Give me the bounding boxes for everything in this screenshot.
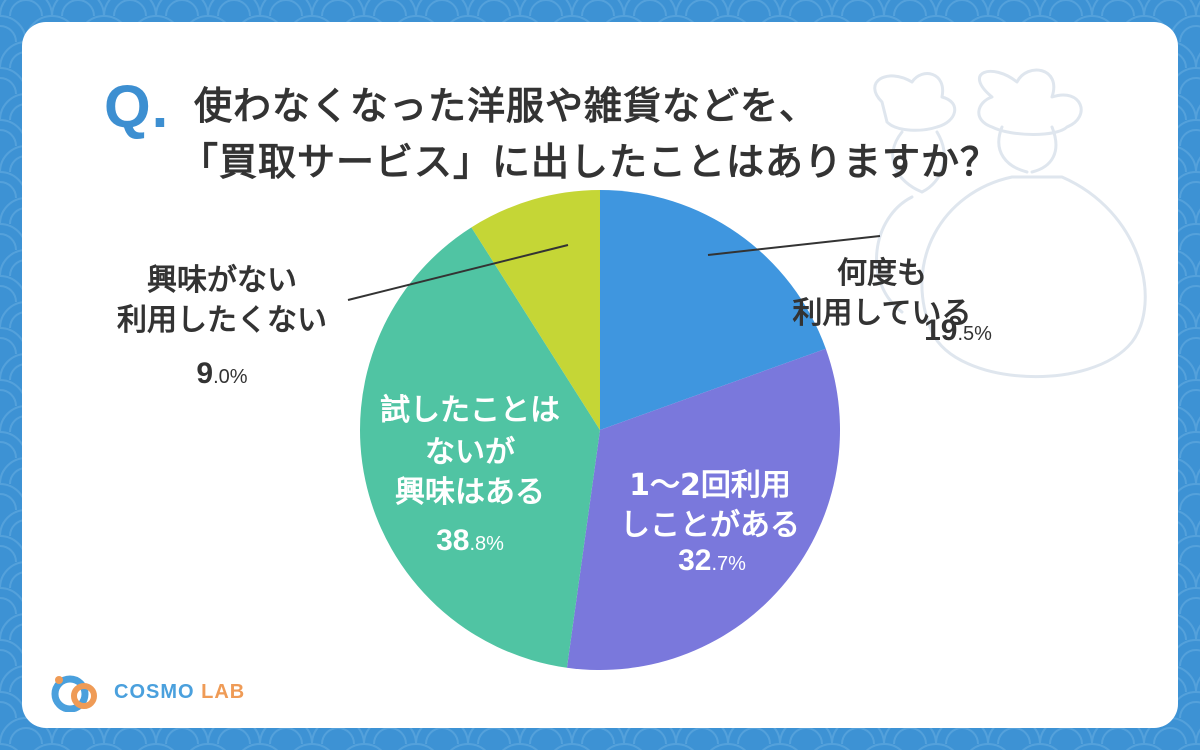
slice-4-label-line-2: 利用したくない xyxy=(117,303,327,338)
logo-brand-text: COSMO xyxy=(114,680,195,703)
slice-1-label-line-2: 利用している xyxy=(792,296,971,331)
slice-1-leader-line xyxy=(707,235,881,256)
slice-3-value-label: 38.8% xyxy=(436,524,504,557)
question-line-1: 使わなくなった洋服や雑貨などを、 xyxy=(194,84,819,128)
pie-slice-1 xyxy=(600,190,826,430)
pie-slice-2 xyxy=(566,348,841,670)
slice-4-value-label: 9.0% xyxy=(196,357,247,390)
cosmo-lab-logo: COSMO LAB xyxy=(50,672,245,712)
slice-1-label-line-1: 何度も xyxy=(837,256,927,291)
pie-slice-3 xyxy=(360,227,600,668)
logo-suffix-text: LAB xyxy=(201,680,246,703)
question-mark-q: Q. xyxy=(104,73,170,140)
slice-1-value-label: 19.5% xyxy=(924,314,992,347)
slice-2-label-line-2: しことがある xyxy=(620,508,800,543)
logo-wordmark: COSMO LAB xyxy=(114,681,245,704)
slice-2-label-line-1: 1〜2回利用 xyxy=(629,468,791,503)
slice-4-label-line-1: 興味がない xyxy=(147,263,297,298)
slice-3-label-line-1: 試したことは xyxy=(380,393,560,428)
question-line-2: 「買取サービス」に出したことはありますか？ xyxy=(180,140,1000,184)
question-text: 使わなくなった洋服や雑貨などを、 「買取サービス」に出したことはありますか？ xyxy=(180,78,999,190)
slice-3-label-line-2: ないが xyxy=(425,435,515,470)
slice-4-leader-line xyxy=(347,244,569,301)
cosmo-lab-logo-icon xyxy=(51,675,97,712)
slice-2-value-label: 32.7% xyxy=(678,544,746,577)
slice-3-label-line-3: 興味はある xyxy=(395,475,545,510)
bag-illustration-icon xyxy=(873,68,1147,379)
pie-slice-4 xyxy=(471,190,600,430)
